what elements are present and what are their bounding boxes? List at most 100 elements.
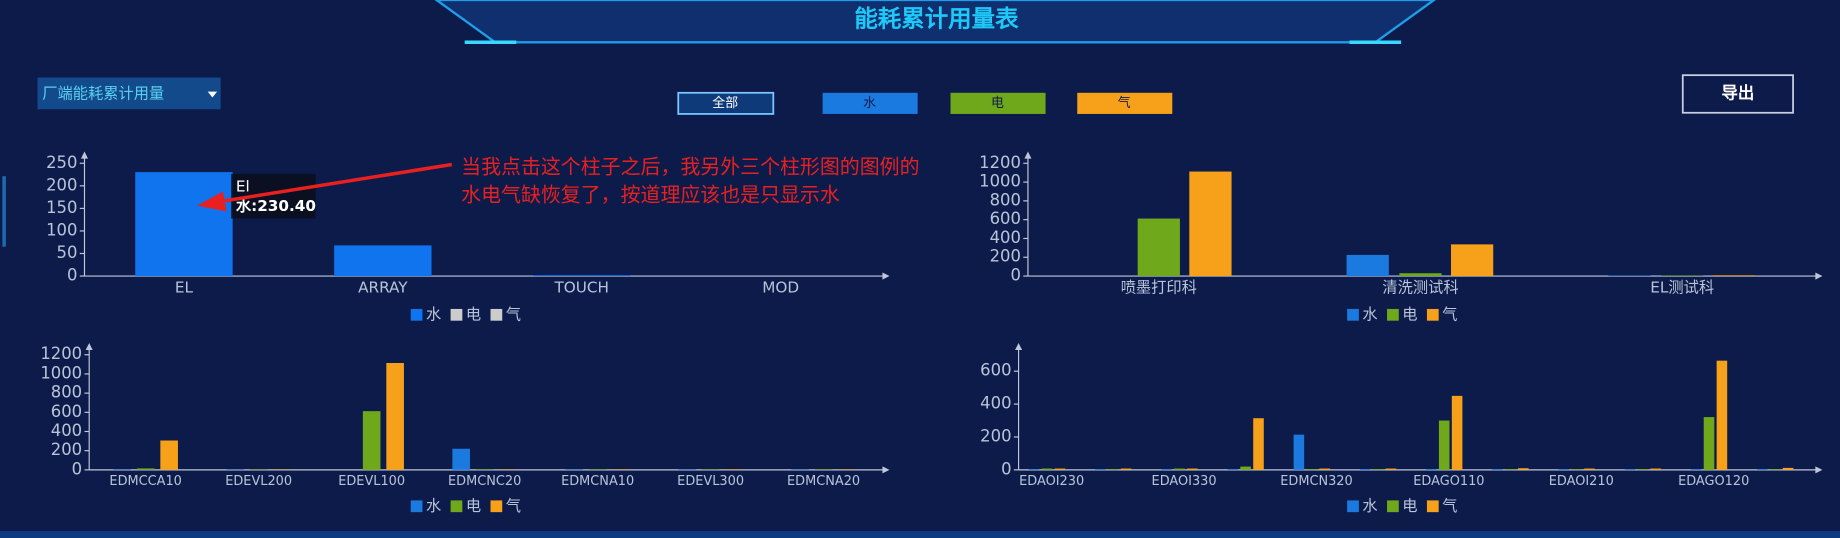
bar <box>1372 469 1384 470</box>
y-axis-arrow <box>80 151 89 159</box>
legend-swatch <box>1347 308 1359 321</box>
y-tick-label: 200 <box>990 247 1021 266</box>
y-tick-label: 400 <box>990 228 1021 247</box>
legend-swatch <box>1347 500 1359 513</box>
bar <box>1385 468 1397 470</box>
legend-swatch <box>1387 500 1399 513</box>
bar <box>1451 395 1463 470</box>
x-tick-label: EDEVL200 <box>225 474 292 489</box>
x-tick-label: EDMCNC20 <box>448 474 521 489</box>
bar <box>1240 466 1251 470</box>
y-tick-label: 400 <box>980 394 1011 413</box>
x-axis-arrow <box>1815 272 1823 280</box>
bar <box>1637 469 1649 470</box>
x-tick-label: EDAOI330 <box>1152 474 1217 489</box>
x-tick-label: EDMCNA20 <box>787 474 860 489</box>
bar <box>1505 469 1516 470</box>
x-tick-label: EL测试科 <box>1650 278 1714 296</box>
bar <box>1650 468 1661 470</box>
x-tick-label: ARRAY <box>358 278 408 296</box>
charts: 050100150200250EL ARRAY TOUCH MOD水电气0200400… <box>40 151 1823 515</box>
bar <box>135 172 233 277</box>
bar <box>1306 469 1318 470</box>
x-tick-label: EDAGO120 <box>1678 474 1749 489</box>
filter-button[interactable] <box>822 92 918 114</box>
bar <box>1624 469 1636 470</box>
y-axis-arrow <box>1024 151 1032 159</box>
x-axis-arrow <box>1815 466 1823 474</box>
bar <box>362 411 381 470</box>
x-axis-arrow <box>882 466 890 474</box>
legend-label: 气 <box>506 305 521 323</box>
legend-swatch <box>450 308 463 321</box>
x-tick-label: EDMCN320 <box>1280 474 1352 489</box>
bar <box>1426 469 1437 470</box>
bar <box>1028 469 1040 470</box>
y-tick-label: 0 <box>72 459 82 478</box>
side-accent <box>2 176 6 247</box>
bar <box>1174 468 1185 470</box>
bar <box>1189 171 1232 277</box>
legend-label: 气 <box>1442 305 1457 323</box>
filter-button[interactable] <box>1077 92 1173 114</box>
filter-label: 气 <box>1118 95 1131 111</box>
bar <box>1438 420 1450 470</box>
bar <box>452 448 470 470</box>
filter-label: 水 <box>863 96 876 111</box>
y-tick-label: 200 <box>980 426 1011 445</box>
bar <box>1399 273 1442 277</box>
bar <box>1757 469 1768 470</box>
legend-swatch <box>490 500 503 513</box>
bar <box>1346 254 1389 277</box>
bar <box>1253 418 1264 470</box>
bar <box>386 363 404 470</box>
legend-label: 水 <box>426 305 441 323</box>
y-tick-label: 100 <box>46 220 77 239</box>
bar <box>1120 468 1132 470</box>
bar <box>1716 360 1728 470</box>
filter-button[interactable] <box>677 91 775 115</box>
y-tick-label: 1200 <box>979 153 1021 172</box>
y-tick-label: 800 <box>990 190 1021 209</box>
y-tick-label: 1200 <box>40 344 82 363</box>
legend-swatch <box>1387 308 1399 321</box>
dropdown-caret <box>207 91 218 98</box>
filter-button[interactable] <box>950 92 1046 114</box>
dropdown-box[interactable] <box>37 77 221 110</box>
x-tick-label: TOUCH <box>553 278 609 296</box>
annotation-arrow <box>216 162 453 204</box>
y-axis-arrow <box>85 343 93 351</box>
export-button[interactable] <box>1681 74 1794 114</box>
legend-label: 电 <box>466 497 481 515</box>
y-tick-label: 50 <box>57 243 78 262</box>
x-tick-label: MOD <box>762 278 799 296</box>
filter-label: 电 <box>991 96 1004 111</box>
bar <box>334 245 432 277</box>
y-tick-label: 600 <box>990 209 1021 228</box>
annotation-text: 当我点击这个柱子之后，我另外三个柱形图的图例的 <box>461 154 919 178</box>
y-tick-label: 800 <box>51 383 82 402</box>
bar <box>1703 417 1715 470</box>
bar <box>1359 469 1371 470</box>
bar <box>1712 275 1755 277</box>
bottom-bar <box>0 530 1840 538</box>
tooltip-title: El <box>236 177 250 195</box>
x-tick-label: EL <box>175 278 194 296</box>
y-tick-label: 150 <box>46 198 77 217</box>
bar <box>1161 469 1172 470</box>
legend-label: 电 <box>1402 497 1417 515</box>
bar <box>1492 469 1503 470</box>
bar <box>1690 469 1702 470</box>
bar <box>1107 469 1119 470</box>
dropdown[interactable]: 厂端能耗累计用量 <box>37 77 221 110</box>
x-tick-label: EDAOI210 <box>1549 474 1614 489</box>
y-tick-label: 200 <box>51 440 82 459</box>
bar <box>1782 467 1794 470</box>
legend-label: 气 <box>506 497 521 515</box>
legend-swatch <box>490 308 503 321</box>
bar <box>533 275 631 277</box>
y-tick-label: 0 <box>67 266 77 285</box>
x-tick-label: 清洗测试科 <box>1382 278 1458 296</box>
